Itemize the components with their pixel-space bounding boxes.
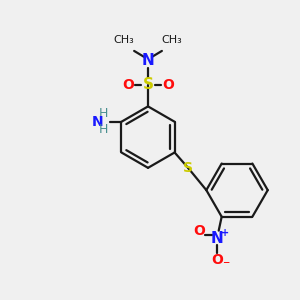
Text: H: H bbox=[99, 107, 108, 120]
Text: O: O bbox=[162, 78, 174, 92]
Text: O: O bbox=[122, 78, 134, 92]
Text: O: O bbox=[211, 253, 223, 267]
Text: +: + bbox=[220, 228, 229, 238]
Text: CH₃: CH₃ bbox=[161, 35, 182, 45]
Text: N: N bbox=[142, 53, 154, 68]
Text: ⁻: ⁻ bbox=[222, 258, 229, 272]
Text: O: O bbox=[193, 224, 205, 238]
Text: H: H bbox=[99, 123, 108, 136]
Text: N: N bbox=[92, 115, 103, 129]
Text: CH₃: CH₃ bbox=[114, 35, 135, 45]
Text: S: S bbox=[184, 161, 194, 175]
Text: S: S bbox=[142, 77, 154, 92]
Text: N: N bbox=[210, 231, 223, 246]
